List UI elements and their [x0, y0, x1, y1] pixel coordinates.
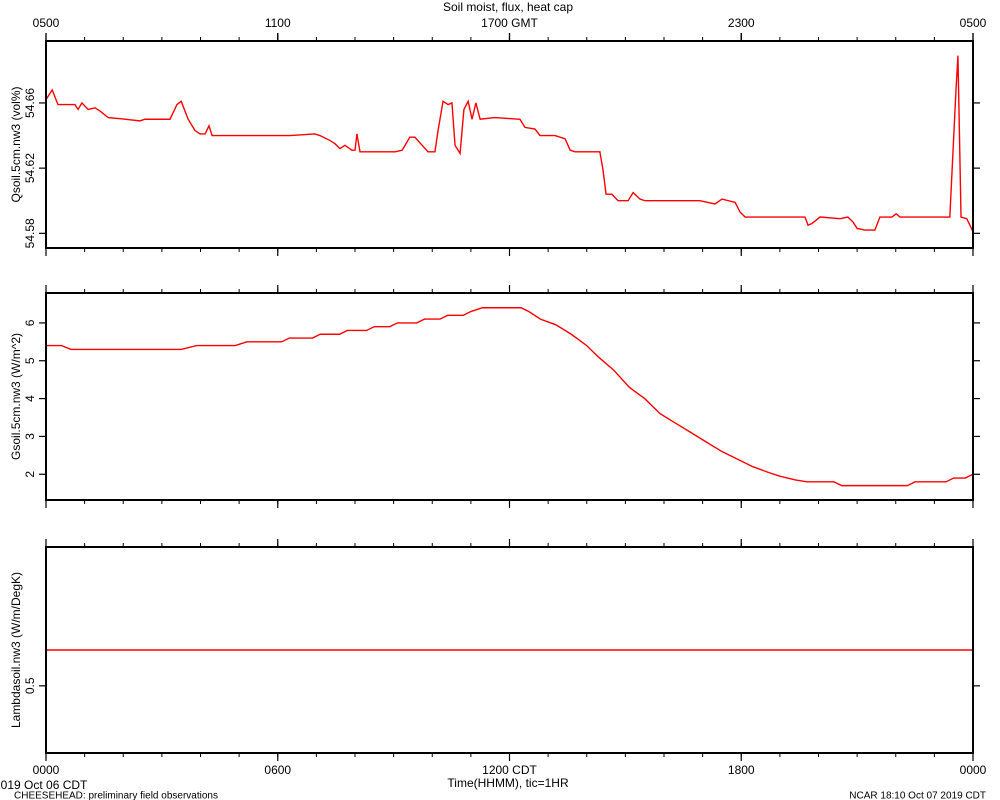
y-tick-label: 4 — [23, 395, 37, 402]
plot-frame — [45, 546, 974, 754]
y-tick-label: 0.5 — [23, 677, 37, 694]
chart-title: Soil moist, flux, heat cap — [443, 0, 573, 14]
x2-tick-label: 1700 GMT — [481, 16, 538, 30]
x-tick-label: 1800 — [728, 763, 755, 777]
y-tick-label: 3 — [23, 433, 37, 440]
y-tick-label: 54.62 — [23, 153, 37, 183]
data-line — [46, 307, 974, 487]
y-axis-label: Lambdasoil.nw3 (W/m/DegK) — [9, 572, 23, 728]
y-axis-label: Gsoil.5cm.nw3 (W/m^2) — [9, 333, 23, 460]
x-tick-label: 0000 — [960, 763, 987, 777]
x-axis-label: Time(HHMM), tic=1HR — [447, 776, 569, 790]
y-tick-label: 54.58 — [23, 218, 37, 248]
x2-tick-label: 0500 — [960, 16, 987, 30]
y-tick-label: 5 — [23, 357, 37, 364]
x-tick-label: 0000 — [33, 763, 60, 777]
y-tick-label: 54.66 — [23, 88, 37, 118]
data-line — [45, 55, 974, 232]
y-tick-label: 2 — [23, 471, 37, 478]
x-tick-label: 1200 CDT — [482, 763, 537, 777]
x-tick-label: 0600 — [264, 763, 291, 777]
footer-source: CHEESEHEAD: preliminary field observatio… — [14, 791, 218, 800]
date-label: 2019 Oct 06 CDT — [0, 778, 88, 792]
plot-frame — [45, 292, 974, 501]
x2-tick-label: 2300 — [728, 16, 755, 30]
y-axis-label: Qsoil.5cm.nw3 (vol%) — [9, 86, 23, 202]
x2-tick-label: 1100 — [265, 16, 291, 30]
y-tick-label: 6 — [23, 319, 37, 326]
footer-stamp: NCAR 18:10 Oct 07 2019 CDT — [849, 791, 986, 800]
x2-tick-label: 0500 — [33, 16, 60, 30]
plot-frame — [45, 40, 974, 249]
